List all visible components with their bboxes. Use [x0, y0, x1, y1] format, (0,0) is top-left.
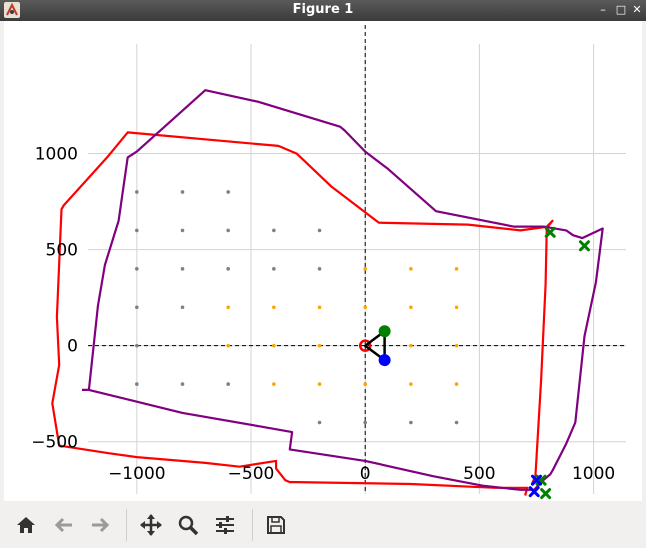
grid-point-3 — [317, 382, 322, 386]
forward-button[interactable] — [86, 511, 114, 539]
pan-icon — [140, 514, 162, 536]
grid-point-3 — [409, 267, 413, 271]
grid-point-3 — [409, 382, 413, 386]
toolbar-separator — [252, 509, 253, 541]
x-tick-label: 500 — [463, 464, 495, 484]
target-green-2 — [578, 240, 590, 252]
target-green-4 — [540, 488, 552, 500]
grid-point-2 — [135, 190, 139, 194]
toolbar-separator — [126, 509, 127, 541]
y-tick-label: 1000 — [35, 145, 78, 165]
grid-point-3 — [317, 343, 322, 348]
close-icon[interactable]: ✕ — [632, 3, 642, 16]
grid-point-2 — [226, 267, 230, 271]
grid-point-3 — [454, 267, 459, 271]
axes — [88, 25, 624, 491]
pose-triangle — [363, 328, 386, 363]
grid-point-3 — [317, 305, 322, 310]
path-series-0 — [51, 131, 554, 496]
grid-point-2 — [409, 420, 413, 425]
grid-point-2 — [135, 267, 139, 271]
grid-point-2 — [180, 267, 185, 271]
x-tick-label: −500 — [228, 464, 275, 484]
target-blue-1 — [530, 474, 542, 486]
target-blue-2 — [528, 486, 540, 498]
grid-point-2 — [135, 382, 139, 386]
app-icon — [4, 2, 20, 18]
x-tick-label: 0 — [360, 464, 371, 484]
pose-blue — [378, 354, 391, 367]
grid-point-2 — [317, 420, 322, 425]
grid-point-3 — [226, 343, 230, 348]
pan-button[interactable] — [137, 511, 165, 539]
grid-point-3 — [454, 305, 459, 310]
save-icon — [267, 516, 285, 534]
data-points — [135, 190, 459, 425]
grid-point-3 — [272, 382, 276, 386]
navigation-toolbar — [0, 501, 646, 548]
grid-point-2 — [180, 190, 185, 194]
chart[interactable]: −1000 −500 0 500 1000 −500 0 500 1000 — [4, 21, 642, 501]
y-tick-label: 0 — [67, 337, 78, 357]
grid-point-3 — [409, 343, 413, 348]
grid-point-3 — [272, 343, 276, 348]
grid-point-2 — [317, 267, 322, 271]
grid-point-2 — [226, 228, 230, 233]
grid-point-3 — [409, 305, 413, 310]
grid-point-2 — [454, 420, 459, 425]
grid-point-2 — [180, 382, 185, 386]
grid-point-2 — [317, 228, 322, 233]
target-green-1 — [544, 226, 556, 238]
zoom-button[interactable] — [174, 511, 202, 539]
grid-point-2 — [180, 305, 185, 310]
figure-canvas[interactable]: −1000 −500 0 500 1000 −500 0 500 1000 — [4, 21, 642, 501]
grid-point-2 — [135, 305, 139, 310]
zoom-icon — [178, 515, 199, 536]
x-tick-label: 1000 — [572, 464, 615, 484]
back-button[interactable] — [50, 511, 78, 539]
grid-point-3 — [363, 267, 368, 271]
back-arrow-icon — [54, 517, 72, 533]
markers — [358, 226, 590, 500]
forward-arrow-icon — [92, 517, 110, 533]
configure-subplots-icon — [216, 516, 234, 534]
grid-point-2 — [226, 382, 230, 386]
grid-point-2 — [135, 228, 139, 233]
data-paths — [51, 89, 604, 496]
tick-labels: −1000 −500 0 500 1000 −500 0 500 1000 — [31, 145, 615, 484]
grid-point-3 — [363, 305, 368, 310]
path-series-1 — [82, 89, 604, 491]
grid-point-2 — [180, 228, 185, 233]
grid-point-2 — [272, 228, 276, 233]
grid-point-2 — [135, 343, 139, 348]
configure-subplots-button[interactable] — [211, 511, 239, 539]
pose-green — [378, 325, 391, 338]
grid-point-3 — [454, 382, 459, 386]
y-tick-label: 500 — [46, 241, 78, 261]
home-button[interactable] — [12, 511, 40, 539]
grid-point-2 — [272, 267, 276, 271]
home-icon — [17, 517, 35, 533]
grid-point-3 — [363, 382, 368, 386]
maximize-icon[interactable]: □ — [615, 3, 627, 16]
x-tick-label: −1000 — [108, 464, 166, 484]
grid-point-3 — [226, 305, 230, 310]
grid-point-3 — [272, 305, 276, 310]
save-button[interactable] — [262, 511, 290, 539]
grid-point-2 — [226, 190, 230, 194]
title-bar[interactable]: Figure 1 – □ ✕ — [0, 0, 646, 21]
y-tick-label: −500 — [31, 433, 78, 453]
grid-point-3 — [454, 343, 459, 348]
origin — [358, 339, 372, 352]
grid-point-2 — [363, 420, 368, 425]
window-title: Figure 1 — [292, 2, 354, 17]
minimize-icon[interactable]: – — [600, 3, 606, 16]
